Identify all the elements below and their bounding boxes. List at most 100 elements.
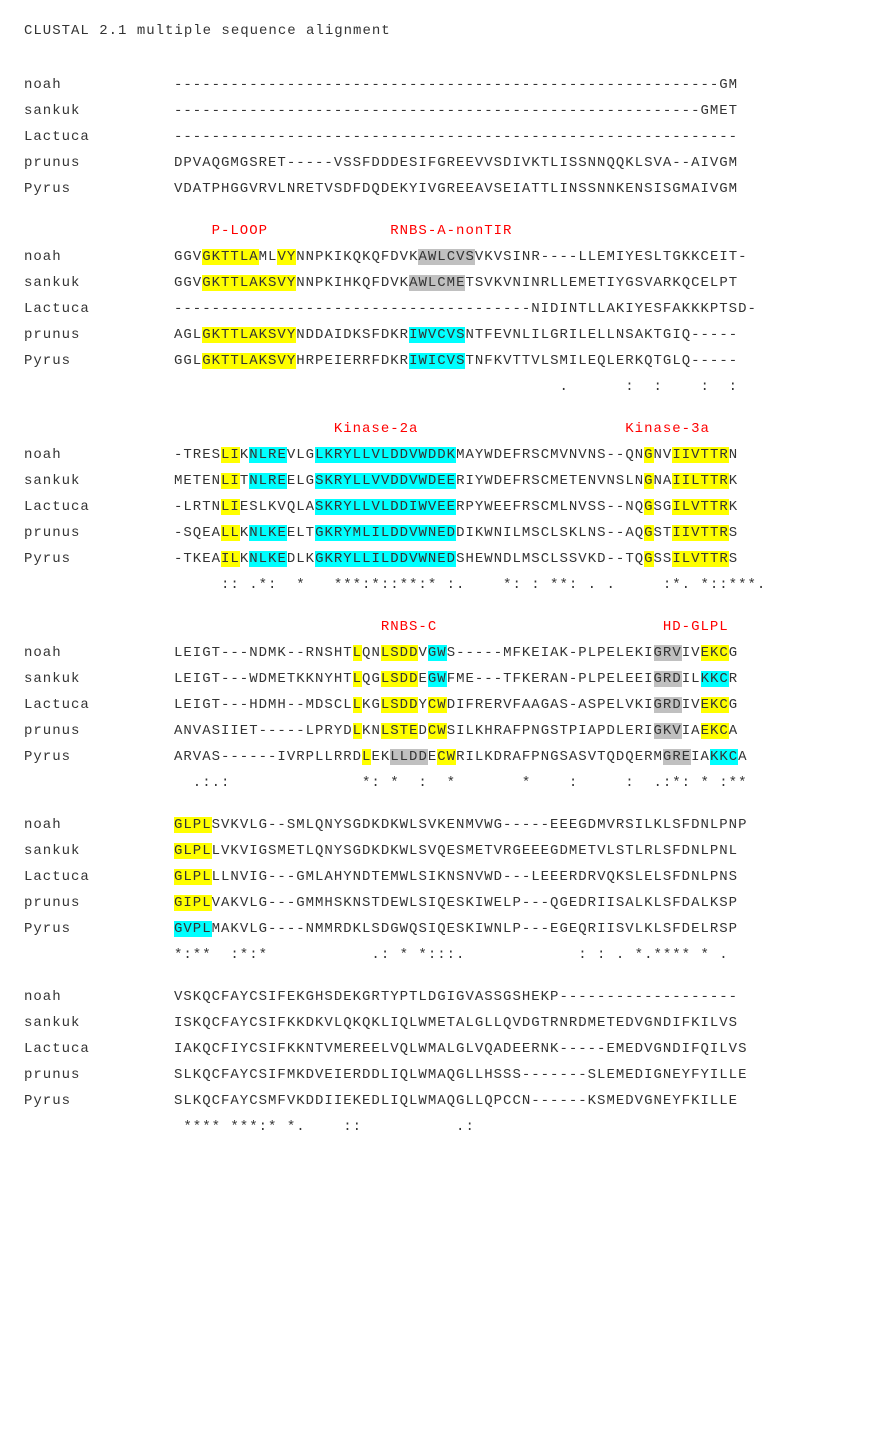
- residues: IL: [682, 671, 701, 687]
- highlighted-residues: LKRYLLVLDDVWDDK: [315, 447, 456, 463]
- residues: T: [240, 473, 249, 489]
- residues: EK: [371, 749, 390, 765]
- highlighted-residues: AWLCME: [409, 275, 465, 291]
- sequence-row: noahLEIGT---NDMK--RNSHTLQNLSDDVGWS-----M…: [24, 646, 849, 660]
- sequence-text: GGVGKTTLAMLVYNNPKIKQKQFDVKAWLCVSVKVSINR-…: [174, 250, 748, 264]
- highlighted-residues: AWLCVS: [418, 249, 474, 265]
- sequence-label: Pyrus: [24, 750, 174, 764]
- sequence-row: Lactuca-LRTNLIESLKVQLASKRYLLVLDDIWVEERPY…: [24, 500, 849, 514]
- sequence-label: Lactuca: [24, 870, 174, 884]
- sequence-row: sankuk----------------------------------…: [24, 104, 849, 118]
- conservation-row: .:.: *: * : * * : : .:*: * :**: [24, 776, 849, 790]
- highlighted-residues: NLKE: [249, 551, 287, 567]
- conservation-label-spacer: [24, 380, 174, 394]
- residues: RILKDRAFPNGSASVTQDQERM: [456, 749, 663, 765]
- highlighted-residues: EKC: [701, 645, 729, 661]
- highlighted-residues: CW: [437, 749, 456, 765]
- highlighted-residues: G: [644, 447, 653, 463]
- highlighted-residues: KKC: [710, 749, 738, 765]
- highlighted-residues: GW: [428, 645, 447, 661]
- residues: S: [729, 525, 738, 541]
- residues: LVKVIGSMETLQNYSGDKDKWLSVQESMETVRGEEEGDME…: [212, 843, 738, 859]
- residues: MAKVLG----NMMRDKLSDGWQSIQESKIWNLP---EGEQ…: [212, 921, 738, 937]
- residues: GGV: [174, 275, 202, 291]
- residues: LEIGT---HDMH--MDSCL: [174, 697, 353, 713]
- sequence-row: PyrusGVPLMAKVLG----NMMRDKLSDGWQSIQESKIWN…: [24, 922, 849, 936]
- sequence-text: IAKQCFIYCSIFKKNTVMEREELVQLWMALGLVQADEERN…: [174, 1042, 747, 1056]
- highlighted-residues: NLKE: [249, 525, 287, 541]
- sequence-label: prunus: [24, 328, 174, 342]
- conservation-label-spacer: [24, 1120, 174, 1134]
- annotation-text: P-LOOP RNBS-A-nonTIR: [174, 224, 512, 238]
- highlighted-residues: GKTTLAKSVY: [202, 327, 296, 343]
- highlighted-residues: LI: [221, 499, 240, 515]
- highlighted-residues: GLPL: [174, 817, 212, 833]
- sequence-text: LEIGT---NDMK--RNSHTLQNLSDDVGWS-----MFKEI…: [174, 646, 738, 660]
- sequence-text: ----------------------------------------…: [174, 104, 738, 118]
- annotation-row: P-LOOP RNBS-A-nonTIR: [24, 224, 849, 238]
- sequence-row: sankukGLPLLVKVIGSMETLQNYSGDKDKWLSVQESMET…: [24, 844, 849, 858]
- sequence-row: prunusAGLGKTTLAKSVYNDDAIDKSFDKRIWVCVSNTF…: [24, 328, 849, 342]
- highlighted-residues: GKTTLAKSVY: [202, 353, 296, 369]
- sequence-text: --------------------------------------NI…: [174, 302, 757, 316]
- residues: IA: [691, 749, 710, 765]
- conservation-text: .:.: *: * : * * : : .:*: * :**: [174, 776, 747, 790]
- residues: LLNVIG---GMLAHYNDTEMWLSIKNSNVWD---LEEERD…: [212, 869, 738, 885]
- sequence-label: sankuk: [24, 844, 174, 858]
- sequence-label: Pyrus: [24, 182, 174, 196]
- highlighted-residues: GKV: [654, 723, 682, 739]
- sequence-row: noah-TRESLIKNLREVLGLKRYLLVLDDVWDDKMAYWDE…: [24, 448, 849, 462]
- highlighted-residues: IWVCVS: [409, 327, 465, 343]
- sequence-row: prunusDPVAQGMGSRET-----VSSFDDDESIFGREEVV…: [24, 156, 849, 170]
- sequence-label: Lactuca: [24, 698, 174, 712]
- residues: ST: [654, 525, 673, 541]
- highlighted-residues: GKTTLAKSVY: [202, 275, 296, 291]
- highlighted-residues: GRV: [654, 645, 682, 661]
- sequence-row: LactucaLEIGT---HDMH--MDSCLLKGLSDDYCWDIFR…: [24, 698, 849, 712]
- highlighted-residues: LSDD: [381, 645, 419, 661]
- sequence-text: LEIGT---HDMH--MDSCLLKGLSDDYCWDIFRERVFAAG…: [174, 698, 738, 712]
- sequence-label: Pyrus: [24, 1094, 174, 1108]
- residues: SG: [654, 499, 673, 515]
- annotation-row: RNBS-C HD-GLPL: [24, 620, 849, 634]
- residues: A: [738, 749, 747, 765]
- sequence-text: GLPLLVKVIGSMETLQNYSGDKDKWLSVQESMETVRGEEE…: [174, 844, 738, 858]
- sequence-label: sankuk: [24, 672, 174, 686]
- conservation-row: **** ***:* *. :: .:: [24, 1120, 849, 1134]
- residues: -TRES: [174, 447, 221, 463]
- sequence-row: Pyrus-TKEAILKNLKEDLKGKRYLLILDDVWNEDSHEWN…: [24, 552, 849, 566]
- highlighted-residues: GKRYLLILDDVWNED: [315, 551, 456, 567]
- conservation-row: *:** :*:* .: * *:::. : : . *.**** * .: [24, 948, 849, 962]
- conservation-label-spacer: [24, 578, 174, 592]
- sequence-row: LactucaGLPLLLNVIG---GMLAHYNDTEMWLSIKNSNV…: [24, 870, 849, 884]
- sequence-row: noahGGVGKTTLAMLVYNNPKIKQKQFDVKAWLCVSVKVS…: [24, 250, 849, 264]
- residues: --------------------------------------NI…: [174, 301, 757, 317]
- highlighted-residues: LSTE: [381, 723, 419, 739]
- sequence-label: prunus: [24, 156, 174, 170]
- residues: GGL: [174, 353, 202, 369]
- residues: VLG: [287, 447, 315, 463]
- highlighted-residues: GLPL: [174, 843, 212, 859]
- residues: DIKWNILMSCLSKLNS--AQ: [456, 525, 644, 541]
- residues: -LRTN: [174, 499, 221, 515]
- sequence-text: -TKEAILKNLKEDLKGKRYLLILDDVWNEDSHEWNDLMSC…: [174, 552, 738, 566]
- sequence-label: Lactuca: [24, 500, 174, 514]
- residues: ML: [259, 249, 278, 265]
- alignment-block: noahVSKQCFAYCSIFEKGHSDEKGRTYPTLDGIGVASSG…: [24, 990, 849, 1134]
- sequence-row: LactucaIAKQCFIYCSIFKKNTVMEREELVQLWMALGLV…: [24, 1042, 849, 1056]
- sequence-text: GGVGKTTLAKSVYNNPKIHKQFDVKAWLCMETSVKVNINR…: [174, 276, 738, 290]
- sequence-label: noah: [24, 818, 174, 832]
- highlighted-residues: G: [644, 473, 653, 489]
- residues: S: [729, 551, 738, 567]
- sequence-row: PyrusARVAS------IVRPLLRRDLEKLLDDECWRILKD…: [24, 750, 849, 764]
- highlighted-residues: IIVTTR: [672, 447, 728, 463]
- highlighted-residues: KKC: [701, 671, 729, 687]
- residues: DPVAQGMGSRET-----VSSFDDDESIFGREEVVSDIVKT…: [174, 155, 738, 171]
- sequence-row: noahVSKQCFAYCSIFEKGHSDEKGRTYPTLDGIGVASSG…: [24, 990, 849, 1004]
- sequence-text: ARVAS------IVRPLLRRDLEKLLDDECWRILKDRAFPN…: [174, 750, 748, 764]
- sequence-label: Pyrus: [24, 354, 174, 368]
- highlighted-residues: LSDD: [381, 697, 419, 713]
- residues: DIFRERVFAAGAS-ASPELVKI: [447, 697, 654, 713]
- residues: TNFKVTTVLSMILEQLERKQTGLQ-----: [465, 353, 738, 369]
- sequence-text: VSKQCFAYCSIFEKGHSDEKGRTYPTLDGIGVASSGSHEK…: [174, 990, 738, 1004]
